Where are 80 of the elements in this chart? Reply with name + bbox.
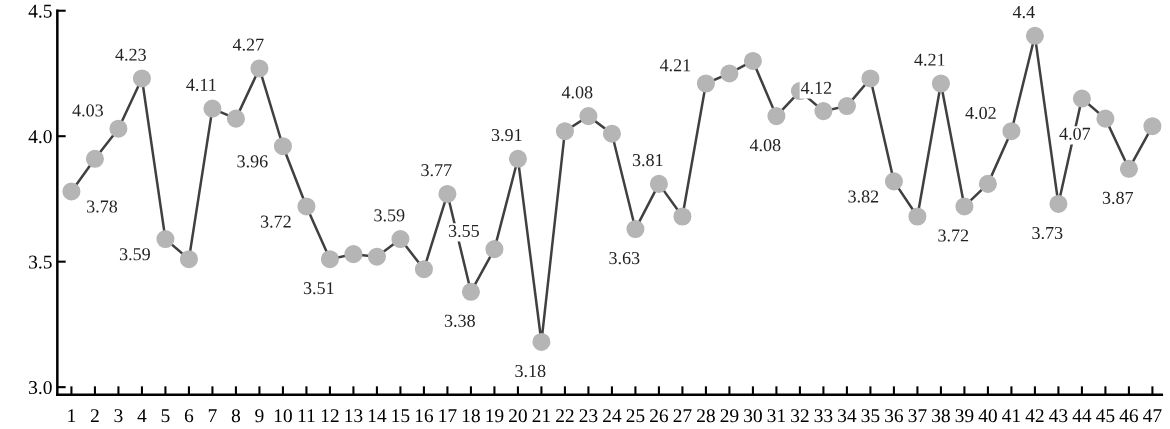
- x-tick-label: 17: [439, 409, 457, 423]
- y-tick-label: 3.5: [29, 255, 52, 269]
- x-tick-label: 39: [955, 409, 974, 423]
- data-label: 4.08: [749, 139, 781, 152]
- x-tick-label: 33: [814, 409, 833, 423]
- x-tick-label: 7: [208, 409, 217, 423]
- x-tick-label: 12: [321, 409, 339, 423]
- data-label: 3.72: [938, 229, 969, 242]
- data-label: 3.18: [515, 364, 546, 378]
- x-tick-label: 47: [1143, 409, 1162, 423]
- x-tick-label: 45: [1096, 409, 1115, 423]
- x-tick-label: 28: [697, 409, 715, 423]
- x-tick-label: 20: [509, 409, 527, 423]
- x-tick-label: 19: [486, 409, 504, 423]
- data-label: 3.73: [1032, 226, 1063, 240]
- x-tick-label: 2: [90, 409, 99, 423]
- x-tick-label: 27: [673, 409, 692, 423]
- x-tick-label: 9: [255, 409, 264, 423]
- data-label: 4.03: [72, 104, 103, 117]
- x-tick-label: 3: [114, 409, 123, 423]
- data-label: 3.91: [491, 128, 522, 142]
- x-tick-label: 5: [161, 409, 170, 423]
- data-label: 3.87: [1102, 191, 1134, 204]
- data-label: 3.38: [444, 314, 475, 327]
- x-tick-label: 36: [885, 409, 904, 423]
- x-tick-label: 35: [861, 409, 880, 423]
- data-label: 4.4: [1012, 6, 1035, 19]
- x-tick-label: 18: [462, 409, 480, 423]
- x-tick-label: 10: [274, 409, 292, 423]
- data-label: 4.27: [232, 38, 264, 51]
- x-tick-label: 16: [415, 409, 434, 423]
- data-label: 4.23: [115, 48, 146, 61]
- x-tick-label: 43: [1049, 409, 1068, 423]
- x-tick-label: 26: [650, 409, 669, 423]
- data-label: 3.78: [87, 200, 118, 213]
- data-label: 4.12: [800, 81, 832, 95]
- data-label: 4.21: [914, 53, 945, 66]
- data-label: 3.59: [119, 248, 150, 261]
- x-tick-label: 29: [720, 409, 739, 423]
- data-label: 3.51: [303, 282, 334, 295]
- data-label: 3.72: [260, 215, 291, 228]
- x-tick-label: 13: [345, 409, 363, 423]
- x-tick-label: 4: [137, 409, 147, 423]
- data-label: 3.63: [609, 251, 640, 265]
- data-label: 4.02: [965, 106, 996, 120]
- x-tick-label: 22: [556, 409, 574, 423]
- x-tick-label: 34: [838, 409, 857, 423]
- data-label: 4.11: [186, 78, 216, 91]
- x-tick-label: 44: [1072, 409, 1092, 423]
- data-label: 4.07: [1059, 127, 1091, 140]
- x-tick-label: 24: [603, 409, 622, 423]
- data-label: 4.21: [659, 59, 691, 72]
- x-tick-label: 14: [368, 409, 387, 423]
- x-tick-label: 8: [231, 409, 241, 423]
- x-tick-label: 6: [184, 409, 194, 423]
- data-label: 3.96: [237, 155, 268, 168]
- x-tick-label: 37: [908, 409, 927, 423]
- x-tick-label: 31: [767, 409, 785, 423]
- x-tick-label: 32: [791, 409, 809, 423]
- data-label: 3.59: [374, 209, 405, 222]
- y-tick-label: 3.0: [29, 380, 52, 395]
- x-tick-label: 30: [744, 409, 762, 423]
- x-tick-label: 25: [626, 409, 645, 423]
- data-label: 4.08: [561, 86, 593, 99]
- x-tick-label: 41: [1002, 409, 1020, 423]
- x-tick-label: 23: [579, 409, 598, 423]
- data-label: 3.82: [848, 190, 879, 203]
- data-label: 3.55: [448, 224, 479, 238]
- data-label: 3.81: [632, 153, 663, 167]
- x-tick-label: 21: [532, 409, 550, 423]
- y-tick-label: 4.5: [28, 4, 52, 18]
- x-tick-label: 11: [298, 409, 315, 423]
- x-tick-label: 40: [978, 409, 997, 423]
- x-tick-label: 15: [392, 409, 410, 423]
- data-label: 3.77: [421, 164, 452, 177]
- x-tick-label: 38: [932, 409, 950, 423]
- x-tick-label: 46: [1119, 409, 1139, 423]
- x-tick-label: 1: [68, 409, 76, 423]
- y-tick-label: 4.0: [28, 130, 52, 144]
- x-tick-label: 42: [1025, 409, 1044, 423]
